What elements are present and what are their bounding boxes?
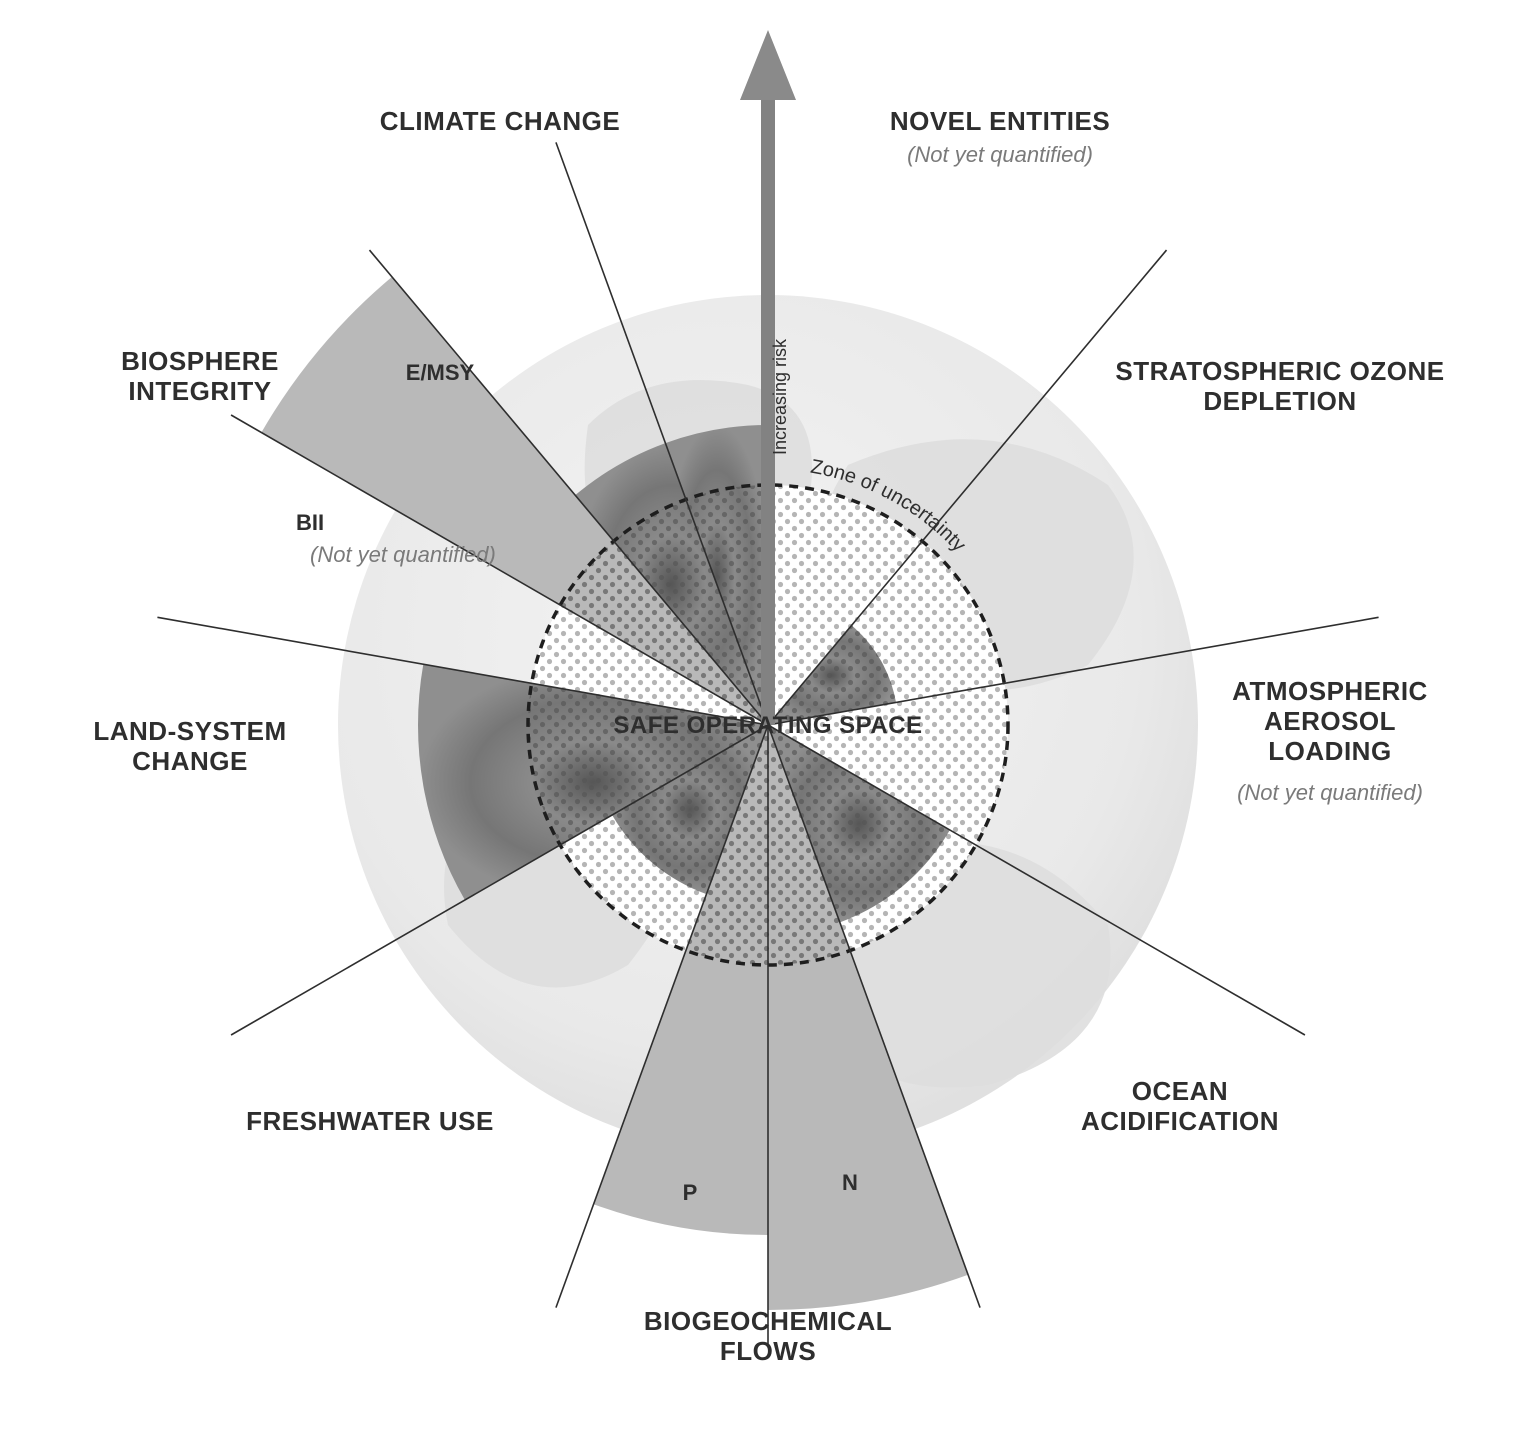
label-ocean: OCEANACIDIFICATION: [1081, 1076, 1279, 1136]
label-biogeo_label: BIOGEOCHEMICALFLOWS: [644, 1306, 892, 1366]
label-freshwater: FRESHWATER USE: [246, 1106, 494, 1136]
center-label: SAFE OPERATING SPACE: [613, 712, 922, 739]
risk-axis-label: Increasing risk: [770, 338, 790, 455]
sublabel-novel: (Not yet quantified): [907, 142, 1093, 167]
inner-bii: BII: [296, 510, 324, 535]
label-climate: CLIMATE CHANGE: [380, 106, 621, 136]
planetary-boundaries-diagram: CLIMATE CHANGE NOVEL ENTITIES (Not yet qua…: [0, 0, 1536, 1451]
sublabel-bii: (Not yet quantified): [310, 542, 496, 567]
label-biosphere_label: BIOSPHEREINTEGRITY: [121, 346, 279, 406]
label-land: LAND-SYSTEMCHANGE: [93, 716, 286, 776]
inner-biogeo_p: P: [683, 1180, 698, 1205]
label-aerosol: ATMOSPHERICAEROSOLLOADING: [1232, 676, 1428, 766]
label-ozone: STRATOSPHERIC OZONEDEPLETION: [1115, 356, 1444, 416]
label-novel: NOVEL ENTITIES: [890, 106, 1110, 136]
sublabel-aerosol: (Not yet quantified): [1237, 780, 1423, 805]
inner-biogeo_n: N: [842, 1170, 858, 1195]
inner-emsy: E/MSY: [406, 360, 475, 385]
